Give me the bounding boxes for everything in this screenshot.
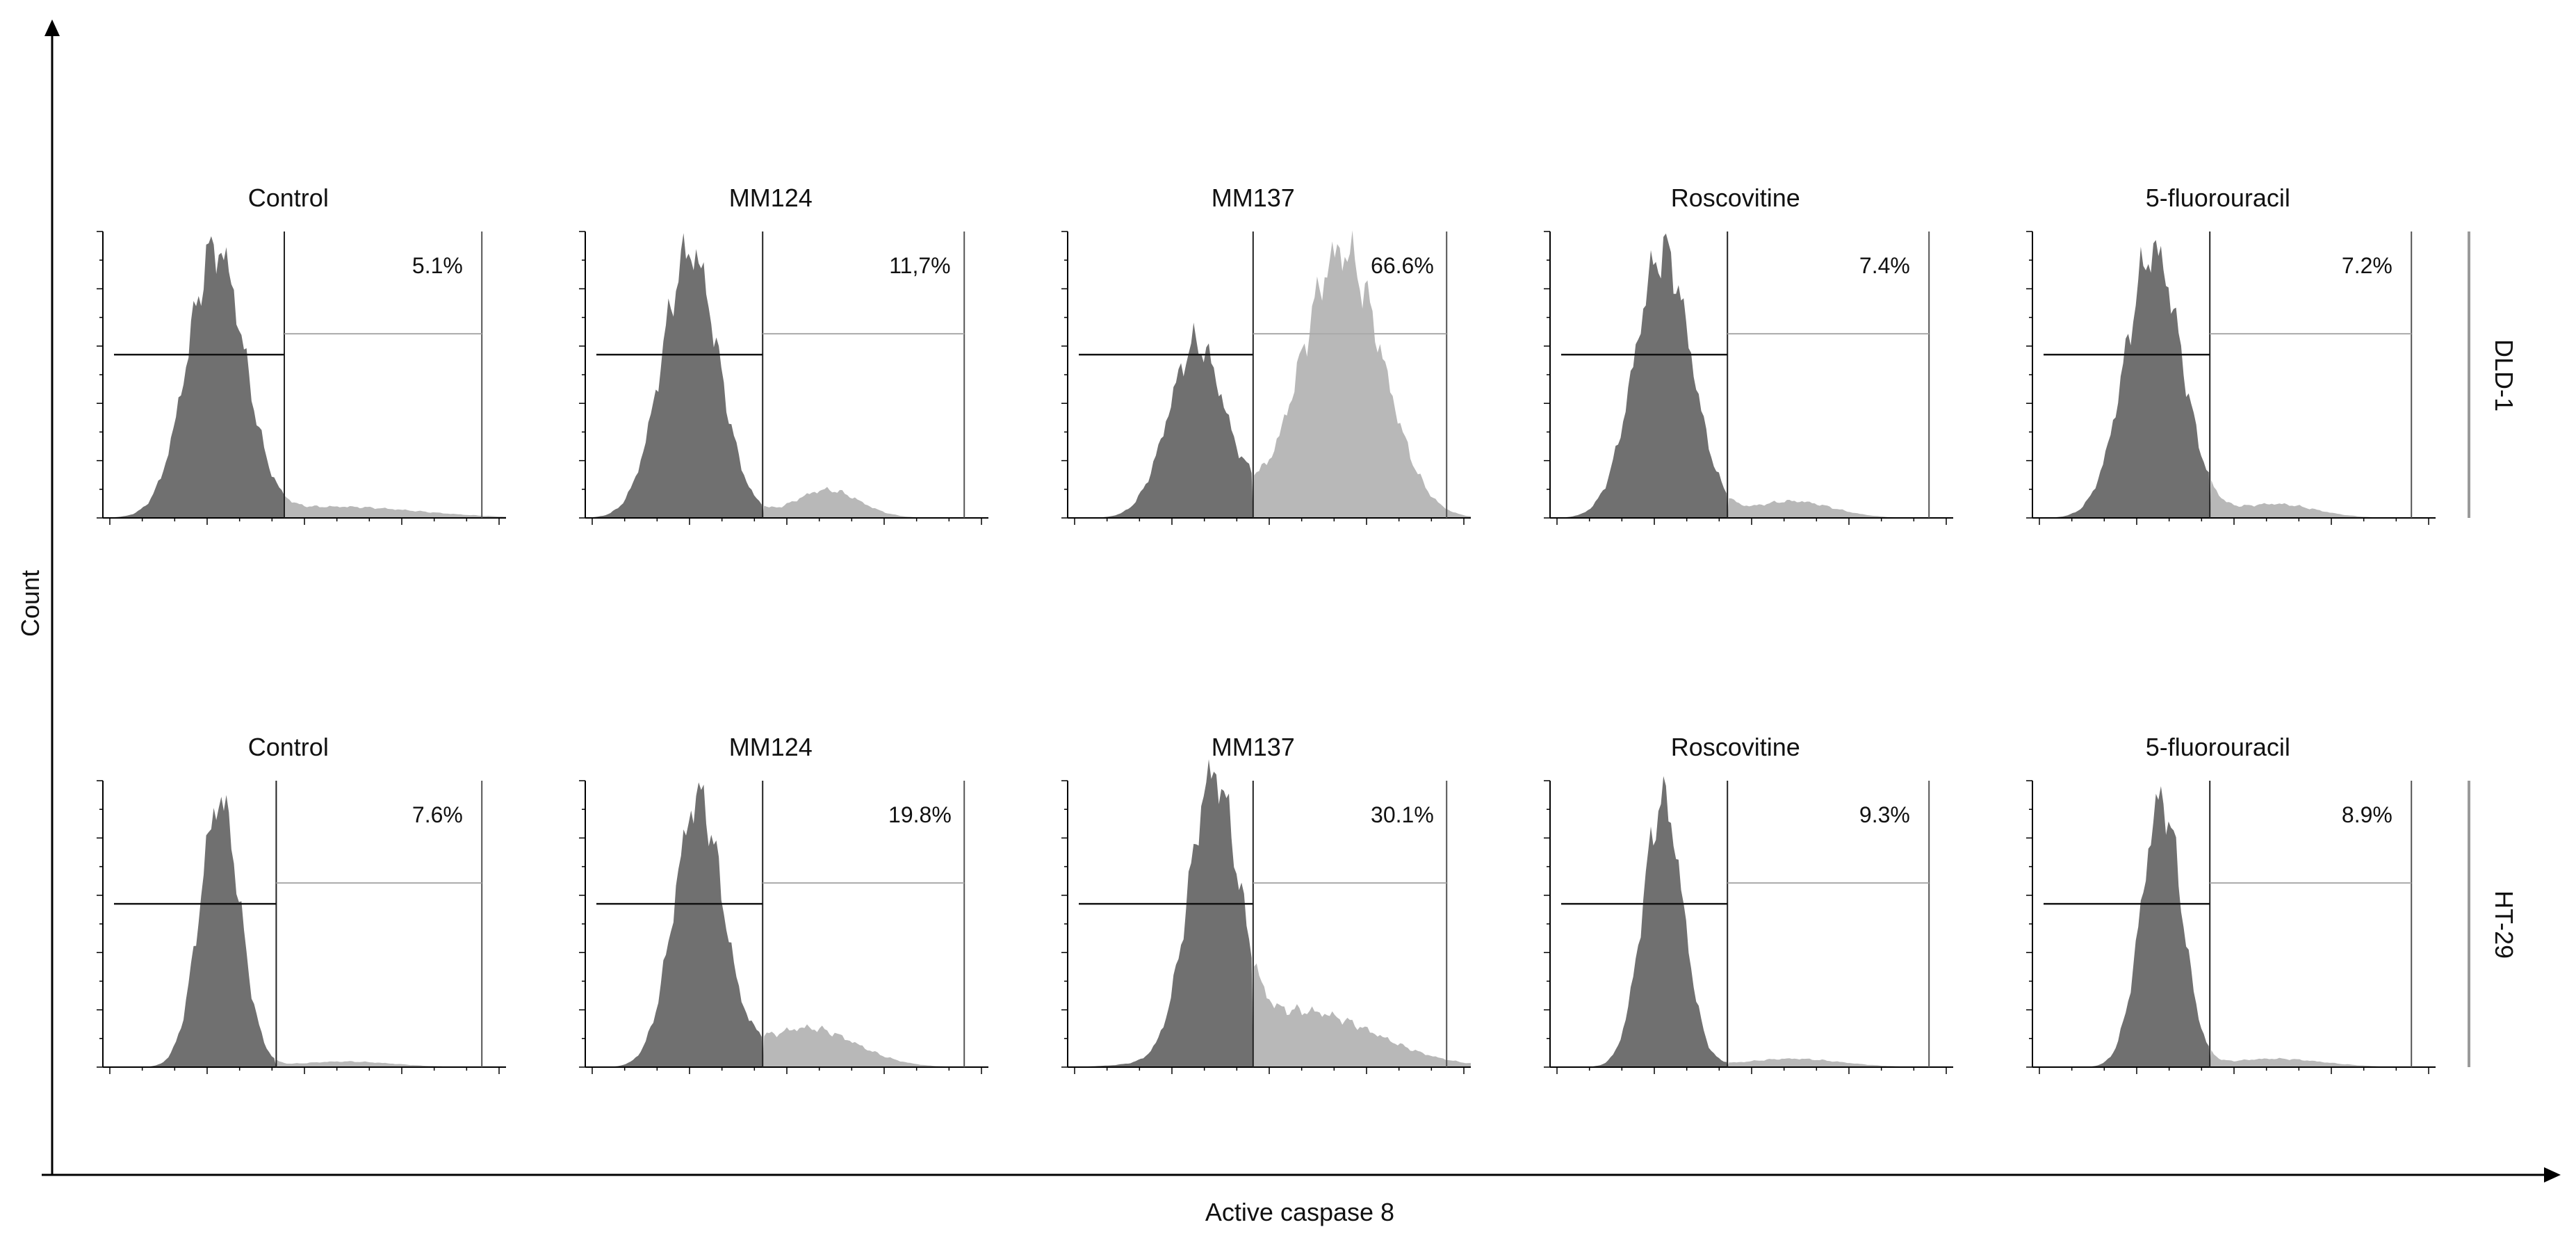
histogram-negative-area: [1068, 759, 1253, 1067]
histogram-positive-area: [284, 495, 506, 518]
panel-title: Control: [248, 184, 329, 212]
histogram-panel: MM137 30.1%: [1061, 733, 1471, 1074]
histogram-positive-area: [1727, 1058, 1953, 1067]
histogram-negative-area: [103, 236, 284, 518]
histogram-negative-area: [1068, 322, 1253, 518]
percent-label: 66.6%: [1371, 253, 1434, 278]
percent-label: 11,7%: [889, 253, 950, 278]
histogram-panel: Control 7.6%: [97, 733, 506, 1074]
percent-label: 9.3%: [1859, 802, 1910, 827]
histogram-positive-area: [276, 1059, 506, 1067]
histogram-positive-area: [1253, 230, 1471, 518]
histogram-negative-area: [1550, 233, 1728, 518]
histogram-positive-area: [763, 487, 988, 518]
histogram-negative-area: [585, 782, 763, 1067]
histogram-negative-area: [2032, 240, 2210, 518]
panel-title: Control: [248, 733, 329, 761]
panel-title: MM137: [1212, 733, 1295, 761]
panel-title: MM124: [729, 184, 813, 212]
histogram-panel: MM124 19.8%: [579, 733, 988, 1074]
y-axis-label: Count: [16, 570, 44, 637]
x-axis-arrow-icon: [2544, 1167, 2561, 1183]
percent-label: 8.9%: [2342, 802, 2392, 827]
percent-label: 7.2%: [2342, 253, 2392, 278]
percent-label: 19.8%: [888, 802, 952, 827]
histogram-negative-area: [103, 795, 277, 1067]
panel-title: 5-fluorouracil: [2146, 733, 2290, 761]
percent-label: 30.1%: [1371, 802, 1434, 827]
histogram-negative-area: [585, 233, 763, 518]
panel-title: MM137: [1212, 184, 1295, 212]
histogram-panel: MM124 11,7%: [579, 184, 988, 525]
histogram-panel: Roscovitine 7.4%: [1544, 184, 1953, 525]
percent-label: 7.4%: [1859, 253, 1910, 278]
histogram-panel: Roscovitine 9.3%: [1544, 733, 1953, 1074]
row-label-ht29: HT-29: [2490, 891, 2518, 959]
histogram-negative-area: [1550, 776, 1728, 1067]
panel-title: Roscovitine: [1671, 184, 1800, 212]
percent-label: 7.6%: [412, 802, 463, 827]
histogram-panel: 5-fluorouracil 7.2%: [2026, 184, 2436, 525]
histogram-panel: MM137 66.6%: [1061, 184, 1471, 525]
panel-title: Roscovitine: [1671, 733, 1800, 761]
panel-title: 5-fluorouracil: [2146, 184, 2290, 212]
percent-label: 5.1%: [412, 253, 463, 278]
histogram-negative-area: [2032, 786, 2210, 1067]
histogram-panel: Control 5.1%: [97, 184, 506, 525]
histogram-positive-area: [763, 1024, 988, 1067]
histogram-positive-area: [2210, 480, 2436, 518]
histogram-panel: 5-fluorouracil 8.9%: [2026, 733, 2436, 1074]
histogram-panels: Control 5.1% MM124 11,7% MM137 66.6% Roscoviti…: [97, 184, 2436, 1074]
histogram-positive-area: [1253, 963, 1471, 1067]
y-axis-arrow-icon: [44, 19, 60, 36]
x-axis-label: Active caspase 8: [1205, 1198, 1394, 1226]
panel-title: MM124: [729, 733, 813, 761]
histogram-positive-area: [2210, 1050, 2436, 1067]
row-label-dld1: DLD-1: [2490, 339, 2518, 412]
histogram-positive-area: [1727, 498, 1953, 518]
